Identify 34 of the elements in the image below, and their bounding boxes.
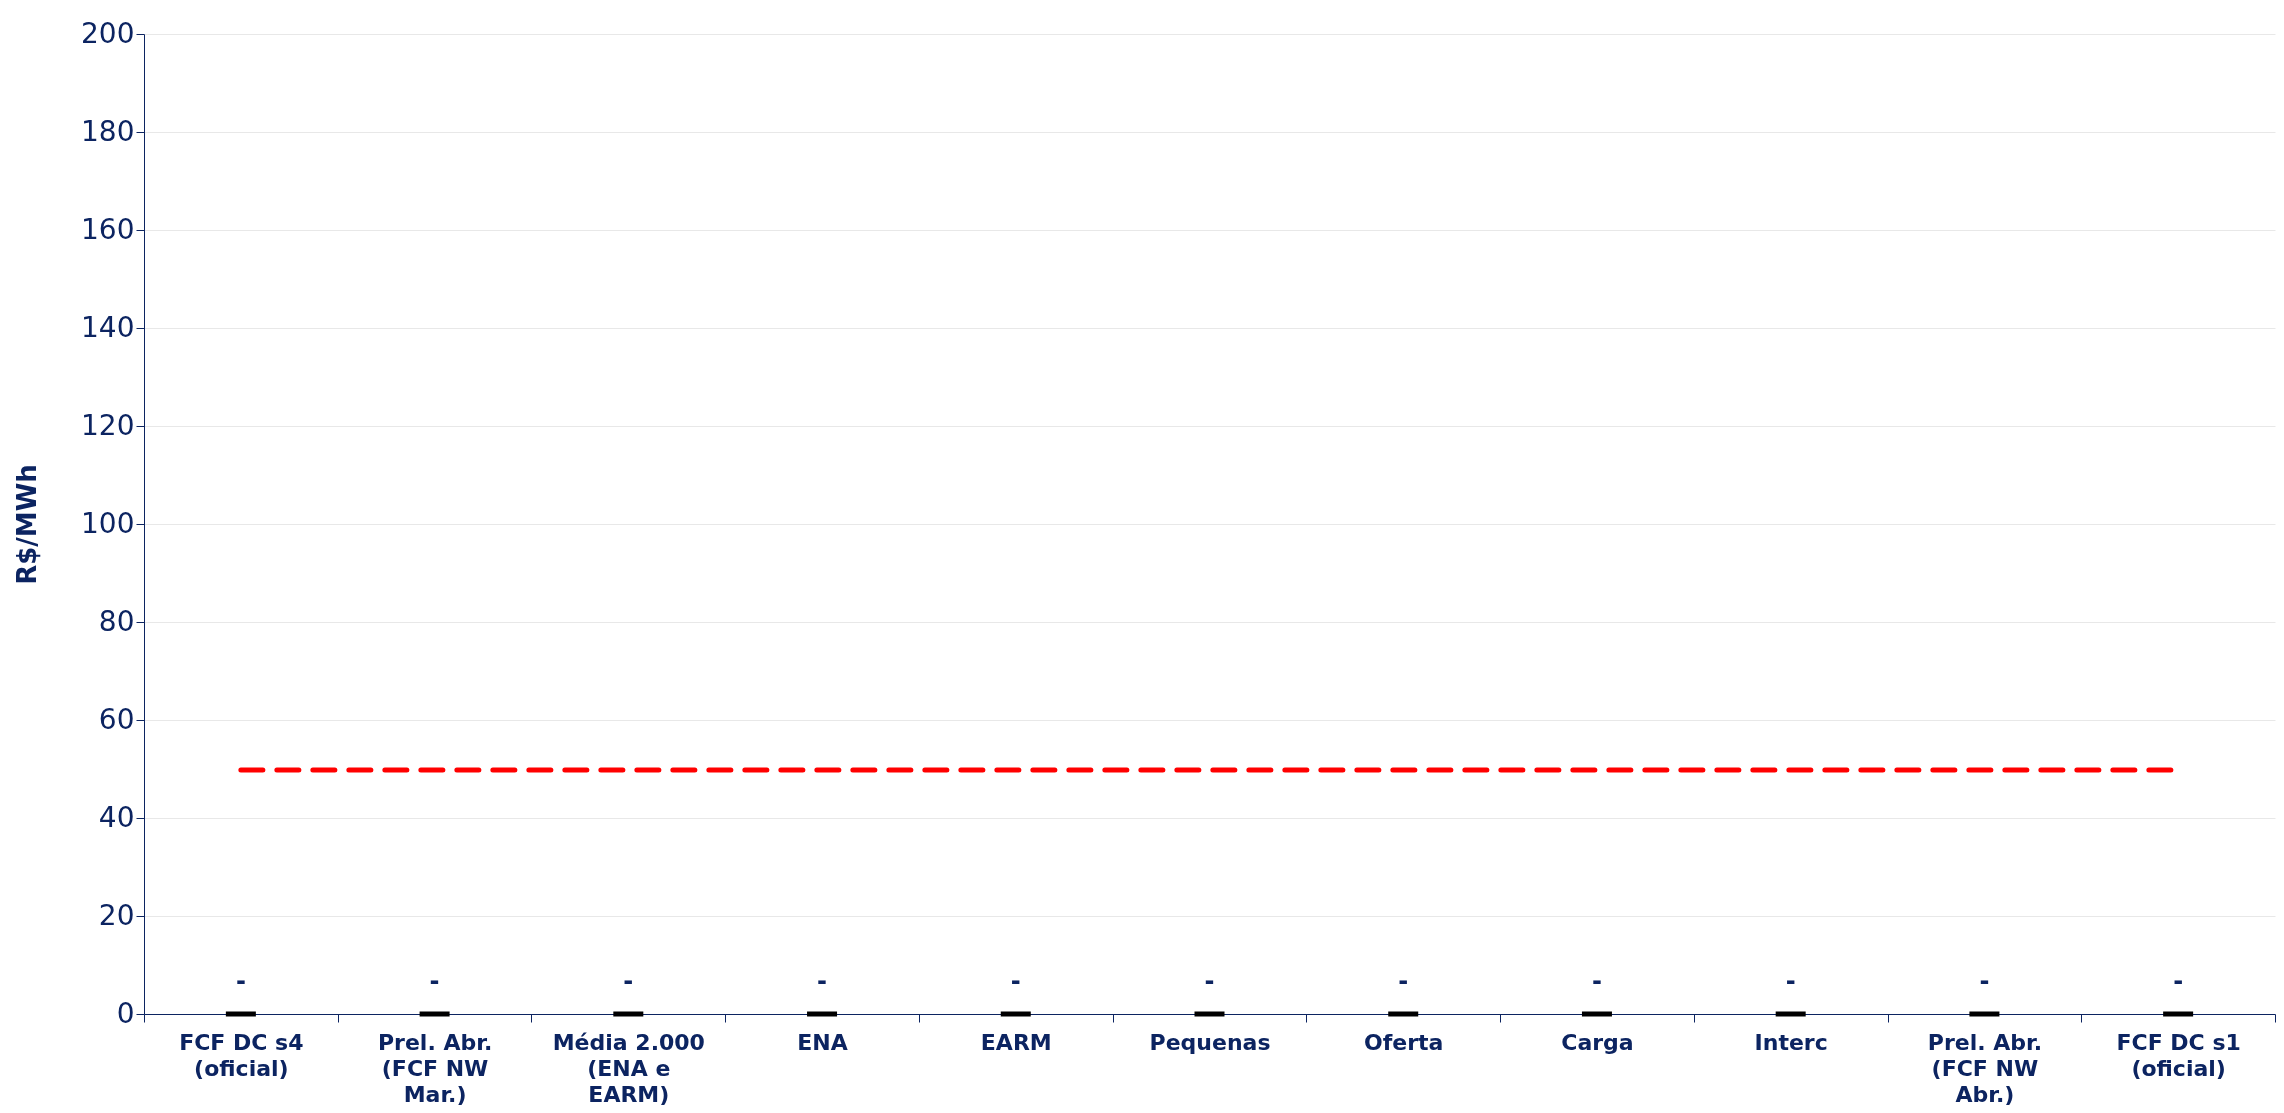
x-tick-label: Carga: [1561, 1029, 1634, 1055]
y-tick-label: 100: [81, 506, 135, 540]
data-label: -: [235, 967, 246, 995]
y-axis-title: R$/MWh: [12, 464, 43, 585]
y-tick-label: 40: [98, 800, 135, 834]
data-label: -: [1785, 967, 1796, 995]
y-tick-label: 80: [98, 604, 135, 638]
data-label: -: [623, 967, 634, 995]
x-tick-label: FCF DC s1 (oficial): [2116, 1029, 2241, 1081]
data-label: -: [1010, 967, 1021, 995]
data-label: -: [429, 967, 440, 995]
y-tick-label: 120: [81, 408, 135, 442]
y-tick-label: 200: [81, 16, 135, 50]
x-tick-label: Prel. Abr. (FCF NW Abr.): [1927, 1029, 2043, 1107]
y-tick-label: 20: [98, 898, 135, 932]
data-label: -: [1979, 967, 1990, 995]
x-tick-label: Pequenas: [1149, 1029, 1271, 1055]
x-tick-label: EARM: [980, 1029, 1052, 1055]
data-label: -: [2173, 967, 2184, 995]
y-tick-label: 140: [81, 310, 135, 344]
y-tick-label: 60: [98, 702, 135, 736]
x-tick-label: Média 2.000 (ENA e EARM): [552, 1029, 705, 1107]
x-tick-label: Oferta: [1364, 1029, 1444, 1055]
data-label: -: [817, 967, 828, 995]
x-tick-label: ENA: [797, 1029, 848, 1055]
x-tick-label: FCF DC s4 (oficial): [179, 1029, 304, 1081]
data-label: -: [1204, 967, 1215, 995]
y-tick-label: 160: [81, 212, 135, 246]
x-tick-label: Prel. Abr. (FCF NW Mar.): [377, 1029, 493, 1107]
y-tick-label: 180: [81, 114, 135, 148]
y-tick-label: 0: [116, 996, 135, 1030]
x-tick-label: Interc: [1754, 1029, 1828, 1055]
data-label: -: [1591, 967, 1602, 995]
data-label: -: [1398, 967, 1409, 995]
